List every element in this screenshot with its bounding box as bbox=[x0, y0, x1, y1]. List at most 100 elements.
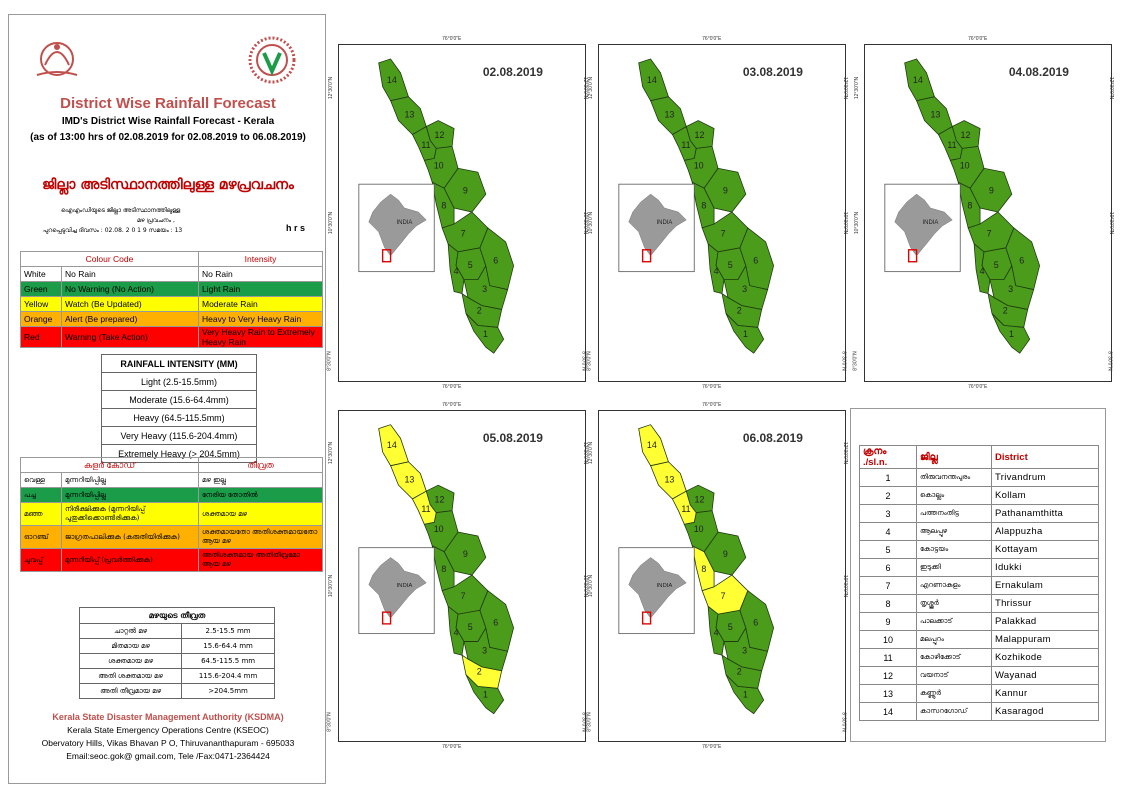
district-number-label: 6 bbox=[753, 618, 758, 628]
district-number-label: 9 bbox=[989, 185, 994, 195]
district-name: Alappuzha bbox=[991, 522, 1099, 541]
malayalam-title: ജില്ലാ അടിസ്ഥാനത്തിലുള്ള മഴപ്രവചനം bbox=[42, 177, 294, 193]
district-number-label: 6 bbox=[493, 256, 498, 266]
colour-meaning: Watch (Be Updated) bbox=[61, 296, 199, 312]
district-number-label: 9 bbox=[723, 185, 728, 195]
coordinate-label: 76°0'0"E bbox=[968, 384, 988, 390]
district-name: Palakkad bbox=[991, 612, 1099, 631]
district-14-region bbox=[638, 424, 669, 467]
india-outline bbox=[368, 193, 427, 257]
mal-intensity-row: അതി ശക്തമായ മഴ 115.6-204.4 mm bbox=[78, 668, 275, 684]
district-number: 1 bbox=[859, 468, 917, 487]
district-7-region bbox=[701, 211, 749, 253]
district-number-label: 5 bbox=[728, 622, 733, 632]
district-number: 2 bbox=[859, 486, 917, 505]
colour-name: Red bbox=[20, 326, 62, 348]
mal-colour-name: പച്ച bbox=[20, 487, 62, 503]
district-number-label: 9 bbox=[723, 549, 728, 559]
intensity-row: Heavy (64.5-115.5mm) bbox=[101, 408, 257, 427]
mal-intensity-name: ശക്തമായ മഴ bbox=[78, 653, 183, 669]
district-6-region bbox=[1005, 227, 1041, 291]
hrs-label: h r s bbox=[286, 223, 306, 233]
district-number: 3 bbox=[859, 504, 917, 523]
mal-intensity-range: 64.5-115.5 mm bbox=[181, 653, 275, 669]
subtitle-line1: IMD's District Wise Rainfall Forecast - … bbox=[61, 116, 275, 127]
district-number: 10 bbox=[859, 630, 917, 649]
district-number-label: 8 bbox=[701, 201, 706, 211]
mal-colour-intensity: മഴ ഇല്ല bbox=[198, 472, 323, 488]
intensity-value: Light (2.5-15.5mm) bbox=[101, 372, 257, 391]
mal-intensity-header: തീവ്രത bbox=[198, 457, 323, 473]
india-inset-map: INDIA bbox=[358, 183, 435, 273]
district-number-label: 2 bbox=[1003, 305, 1008, 315]
colour-intensity: Light Rain bbox=[198, 281, 323, 297]
coordinate-label: 8°30'0"N bbox=[586, 351, 593, 372]
district-number-label: 14 bbox=[387, 440, 397, 450]
map-date: 03.08.2019 bbox=[742, 65, 803, 79]
district-number-label: 13 bbox=[664, 474, 674, 484]
coordinate-label: 8°30'0"N bbox=[326, 712, 333, 732]
district-name: Kannur bbox=[991, 684, 1099, 703]
district-row: 10 മലപ്പുറം Malappuram bbox=[859, 630, 1099, 649]
district-name: Ernakulam bbox=[991, 576, 1099, 595]
sl-no-header: ക്രനം ./sl.n. bbox=[859, 445, 917, 469]
subtitle-line2: (as of 13:00 hrs of 02.08.2019 for 02.08… bbox=[30, 132, 306, 143]
rainfall-intensity-title: RAINFALL INTENSITY (MM) bbox=[101, 354, 257, 373]
district-number-label: 5 bbox=[994, 260, 999, 270]
malayalam-line3: പുറപ്പെടുവിച്ച ദിവസം : 02.08. 2 0 1 9 സമ… bbox=[43, 227, 183, 234]
district-number-label: 12 bbox=[695, 130, 705, 140]
intensity-value: Heavy (64.5-115.5mm) bbox=[101, 408, 257, 427]
district-number-label: 7 bbox=[987, 229, 992, 239]
footer-line2: Obervatory Hills, Vikas Bhavan P O, Thir… bbox=[41, 738, 295, 748]
district-7-region bbox=[701, 574, 749, 615]
india-outline bbox=[894, 193, 953, 257]
district-number: 9 bbox=[859, 612, 917, 631]
district-7-region bbox=[967, 211, 1015, 253]
kerala-emblem-logo bbox=[36, 42, 78, 76]
district-number-label: 10 bbox=[434, 524, 444, 534]
district-name-malayalam: കണ്ണൂർ bbox=[916, 684, 992, 703]
district-12-region bbox=[951, 120, 981, 149]
coordinate-label: 10°30'0"N bbox=[328, 574, 335, 597]
district-number-label: 11 bbox=[681, 504, 690, 514]
district-name: Idukki bbox=[991, 558, 1099, 577]
colour-code-row: Red Warning (Take Action) Very Heavy Rain … bbox=[20, 326, 323, 348]
coordinate-label: 8°30'0"N bbox=[586, 712, 593, 732]
district-number-label: 3 bbox=[482, 284, 487, 294]
district-name: Kozhikode bbox=[991, 648, 1099, 667]
forecast-map: 1 2 3 4 5 6 7 8 9 10 11 12 13 14 INDIA 06.08.2019 bbox=[598, 410, 846, 742]
district-number: 13 bbox=[859, 684, 917, 703]
district-12-region bbox=[425, 120, 455, 149]
colour-intensity: Very Heavy Rain to Extremely Heavy Rain bbox=[198, 326, 323, 348]
district-header: District bbox=[991, 445, 1099, 469]
mal-intensity-range: >204.5mm bbox=[181, 683, 275, 699]
map-date: 02.08.2019 bbox=[482, 65, 543, 79]
colour-name: Yellow bbox=[20, 296, 62, 312]
district-14-region bbox=[904, 58, 935, 102]
colour-code-row: White No Rain No Rain bbox=[20, 266, 323, 282]
district-number-label: 12 bbox=[435, 495, 445, 505]
district-number: 7 bbox=[859, 576, 917, 595]
mal-intensity-range: 115.6-204.4 mm bbox=[181, 668, 275, 684]
kerala-highlight-box bbox=[907, 249, 918, 263]
coordinate-label: 12°30'0"N bbox=[588, 441, 595, 464]
map-date: 06.08.2019 bbox=[742, 431, 803, 445]
inset-label: INDIA bbox=[397, 220, 413, 226]
forecast-map: 1 2 3 4 5 6 7 8 9 10 11 12 13 14 INDIA 03.08.2019 bbox=[598, 44, 846, 382]
district-number-label: 1 bbox=[743, 329, 748, 339]
district-number-label: 10 bbox=[694, 160, 704, 170]
colour-meaning: Warning (Take Action) bbox=[61, 326, 199, 348]
coordinate-label: 10°30'0"N bbox=[842, 574, 849, 597]
district-number-label: 2 bbox=[477, 667, 482, 677]
malayalam-line2: മഴ പ്രവചനം , bbox=[137, 217, 175, 224]
district-number-label: 13 bbox=[404, 110, 414, 120]
mal-colour-code-row: ഓറഞ്ച് ജാഗ്രതപാലിക്കുക (കരുതിയിരിക്കുക) ശക… bbox=[20, 525, 323, 549]
district-number-label: 14 bbox=[913, 75, 923, 85]
coordinate-label: 10°30'0"N bbox=[328, 211, 335, 234]
intensity-row: Light (2.5-15.5mm) bbox=[101, 372, 257, 391]
coordinate-label: 8°30'0"N bbox=[326, 351, 333, 372]
india-inset-map: INDIA bbox=[884, 183, 961, 273]
district-number-label: 4 bbox=[980, 266, 985, 276]
